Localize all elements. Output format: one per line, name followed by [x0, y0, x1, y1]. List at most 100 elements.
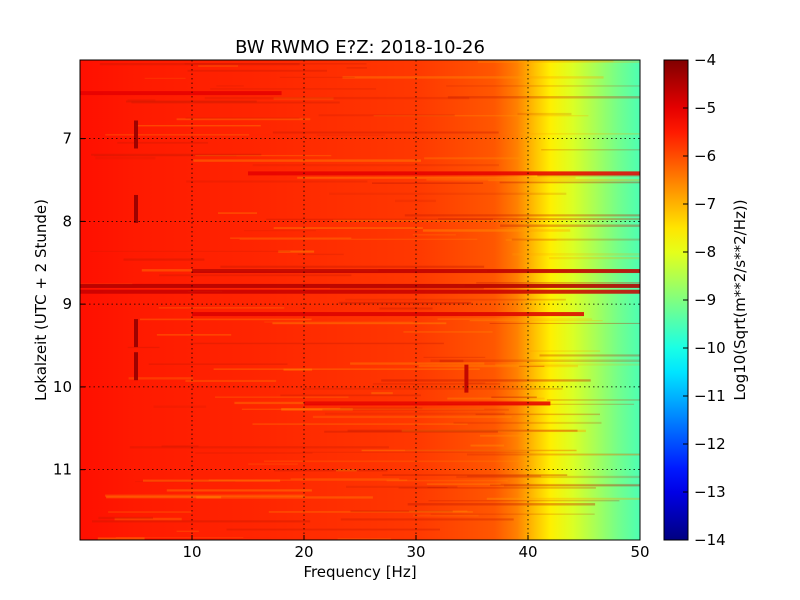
- noise-streak: [476, 282, 640, 284]
- noise-streak: [244, 230, 316, 232]
- noise-streak: [418, 364, 578, 368]
- colorbar-tick-label: −7: [694, 195, 716, 213]
- x-axis: 10 20 30 40 50: [182, 535, 650, 561]
- noise-streak: [499, 181, 640, 184]
- noise-streak: [186, 180, 368, 183]
- noise-streak: [273, 97, 334, 100]
- noise-streak: [196, 496, 373, 499]
- noise-streak: [97, 537, 145, 540]
- noise-streak: [371, 392, 393, 395]
- noise-streak: [404, 214, 640, 217]
- noise-streak: [264, 321, 413, 323]
- colorbar-ticks: −4 −5 −6 −7 −8 −9 −10 −11 −12 −13 −14: [683, 51, 726, 549]
- noise-streak: [248, 463, 298, 465]
- noise-streak: [127, 346, 160, 349]
- noise-streak: [108, 511, 192, 513]
- noise-streak: [409, 510, 468, 513]
- noise-streak: [204, 96, 470, 100]
- noise-streak: [92, 520, 311, 523]
- noise-streak: [340, 518, 514, 521]
- noise-streak: [187, 69, 327, 72]
- noise-streak: [241, 408, 485, 410]
- noise-streak: [322, 408, 509, 411]
- noise-streak: [114, 517, 182, 521]
- noise-streak: [456, 475, 640, 479]
- noise-streak: [272, 131, 499, 134]
- x-tick-label: 50: [630, 543, 649, 561]
- colorbar-label: Log10(Sqrt(m**2/s**2/Hz)): [731, 199, 749, 400]
- noise-streak: [158, 307, 285, 309]
- y-tick-label: 10: [53, 378, 72, 396]
- noise-streak: [94, 155, 237, 157]
- noise-streak: [215, 396, 349, 398]
- noise-streak: [488, 179, 640, 182]
- noise-streak: [213, 368, 480, 370]
- noise-streak: [190, 342, 444, 345]
- x-tick-label: 40: [518, 543, 537, 561]
- spectrogram-spot: [134, 194, 138, 223]
- noise-streak: [220, 265, 485, 268]
- noise-streak: [512, 253, 640, 256]
- noise-streak: [135, 125, 261, 127]
- noise-streak: [128, 377, 194, 380]
- noise-streak: [302, 388, 563, 390]
- colorbar-tick-label: −10: [694, 339, 726, 357]
- noise-streak: [350, 510, 453, 513]
- colorbar-tick-label: −6: [694, 147, 716, 165]
- noise-streak: [338, 301, 472, 305]
- noise-streak: [156, 334, 232, 336]
- noise-streak: [486, 497, 640, 500]
- noise-streak: [297, 176, 576, 179]
- noise-streak: [252, 423, 468, 425]
- noise-streak: [395, 199, 436, 203]
- noise-streak: [90, 250, 291, 252]
- colorbar-tick-label: −8: [694, 243, 716, 261]
- colorbar-tick-label: −4: [694, 51, 716, 69]
- noise-streak: [123, 258, 205, 261]
- noise-streak: [511, 238, 640, 241]
- noise-streak: [405, 449, 577, 452]
- noise-streak: [549, 257, 640, 260]
- spectrogram-band: [304, 401, 551, 406]
- noise-streak: [437, 318, 593, 320]
- noise-streak: [520, 133, 640, 135]
- noise-streak: [477, 60, 640, 63]
- noise-streak: [438, 218, 640, 221]
- noise-streak: [312, 415, 512, 419]
- noise-streak: [386, 479, 508, 482]
- noise-streak: [148, 363, 288, 365]
- grid-lines: [80, 60, 640, 540]
- spectrogram-band: [248, 171, 640, 176]
- noise-streak: [428, 500, 620, 502]
- noise-streak: [446, 85, 640, 87]
- spectrogram-band: [192, 269, 640, 274]
- colorbar-tick-label: −5: [694, 99, 716, 117]
- noise-streak: [325, 412, 505, 415]
- noise-streak: [184, 63, 367, 65]
- noise-streak: [98, 516, 153, 520]
- noise-streak: [346, 67, 367, 69]
- noise-streak: [427, 487, 448, 489]
- noise-streak: [491, 396, 537, 399]
- noise-streak: [105, 134, 250, 136]
- noise-streak: [333, 219, 513, 222]
- noise-streak: [159, 274, 352, 277]
- colorbar-tick-label: −13: [694, 483, 726, 501]
- noise-streak: [336, 469, 357, 472]
- noise-streak: [126, 100, 257, 103]
- noise-streak: [153, 405, 207, 408]
- y-axis-label: Lokalzeit (UTC + 2 Stunde): [32, 199, 50, 401]
- noise-streak: [467, 453, 640, 456]
- noise-streak: [278, 250, 315, 253]
- noise-streak: [500, 224, 640, 227]
- noise-streak: [216, 85, 244, 87]
- noise-streak: [283, 368, 313, 371]
- noise-streak: [139, 318, 312, 321]
- noise-streak: [345, 298, 566, 301]
- noise-streak: [131, 101, 340, 104]
- colorbar-tick-label: −9: [694, 291, 716, 309]
- noise-streak: [95, 156, 156, 160]
- noise-streak: [373, 383, 500, 385]
- noise-streak: [268, 511, 473, 513]
